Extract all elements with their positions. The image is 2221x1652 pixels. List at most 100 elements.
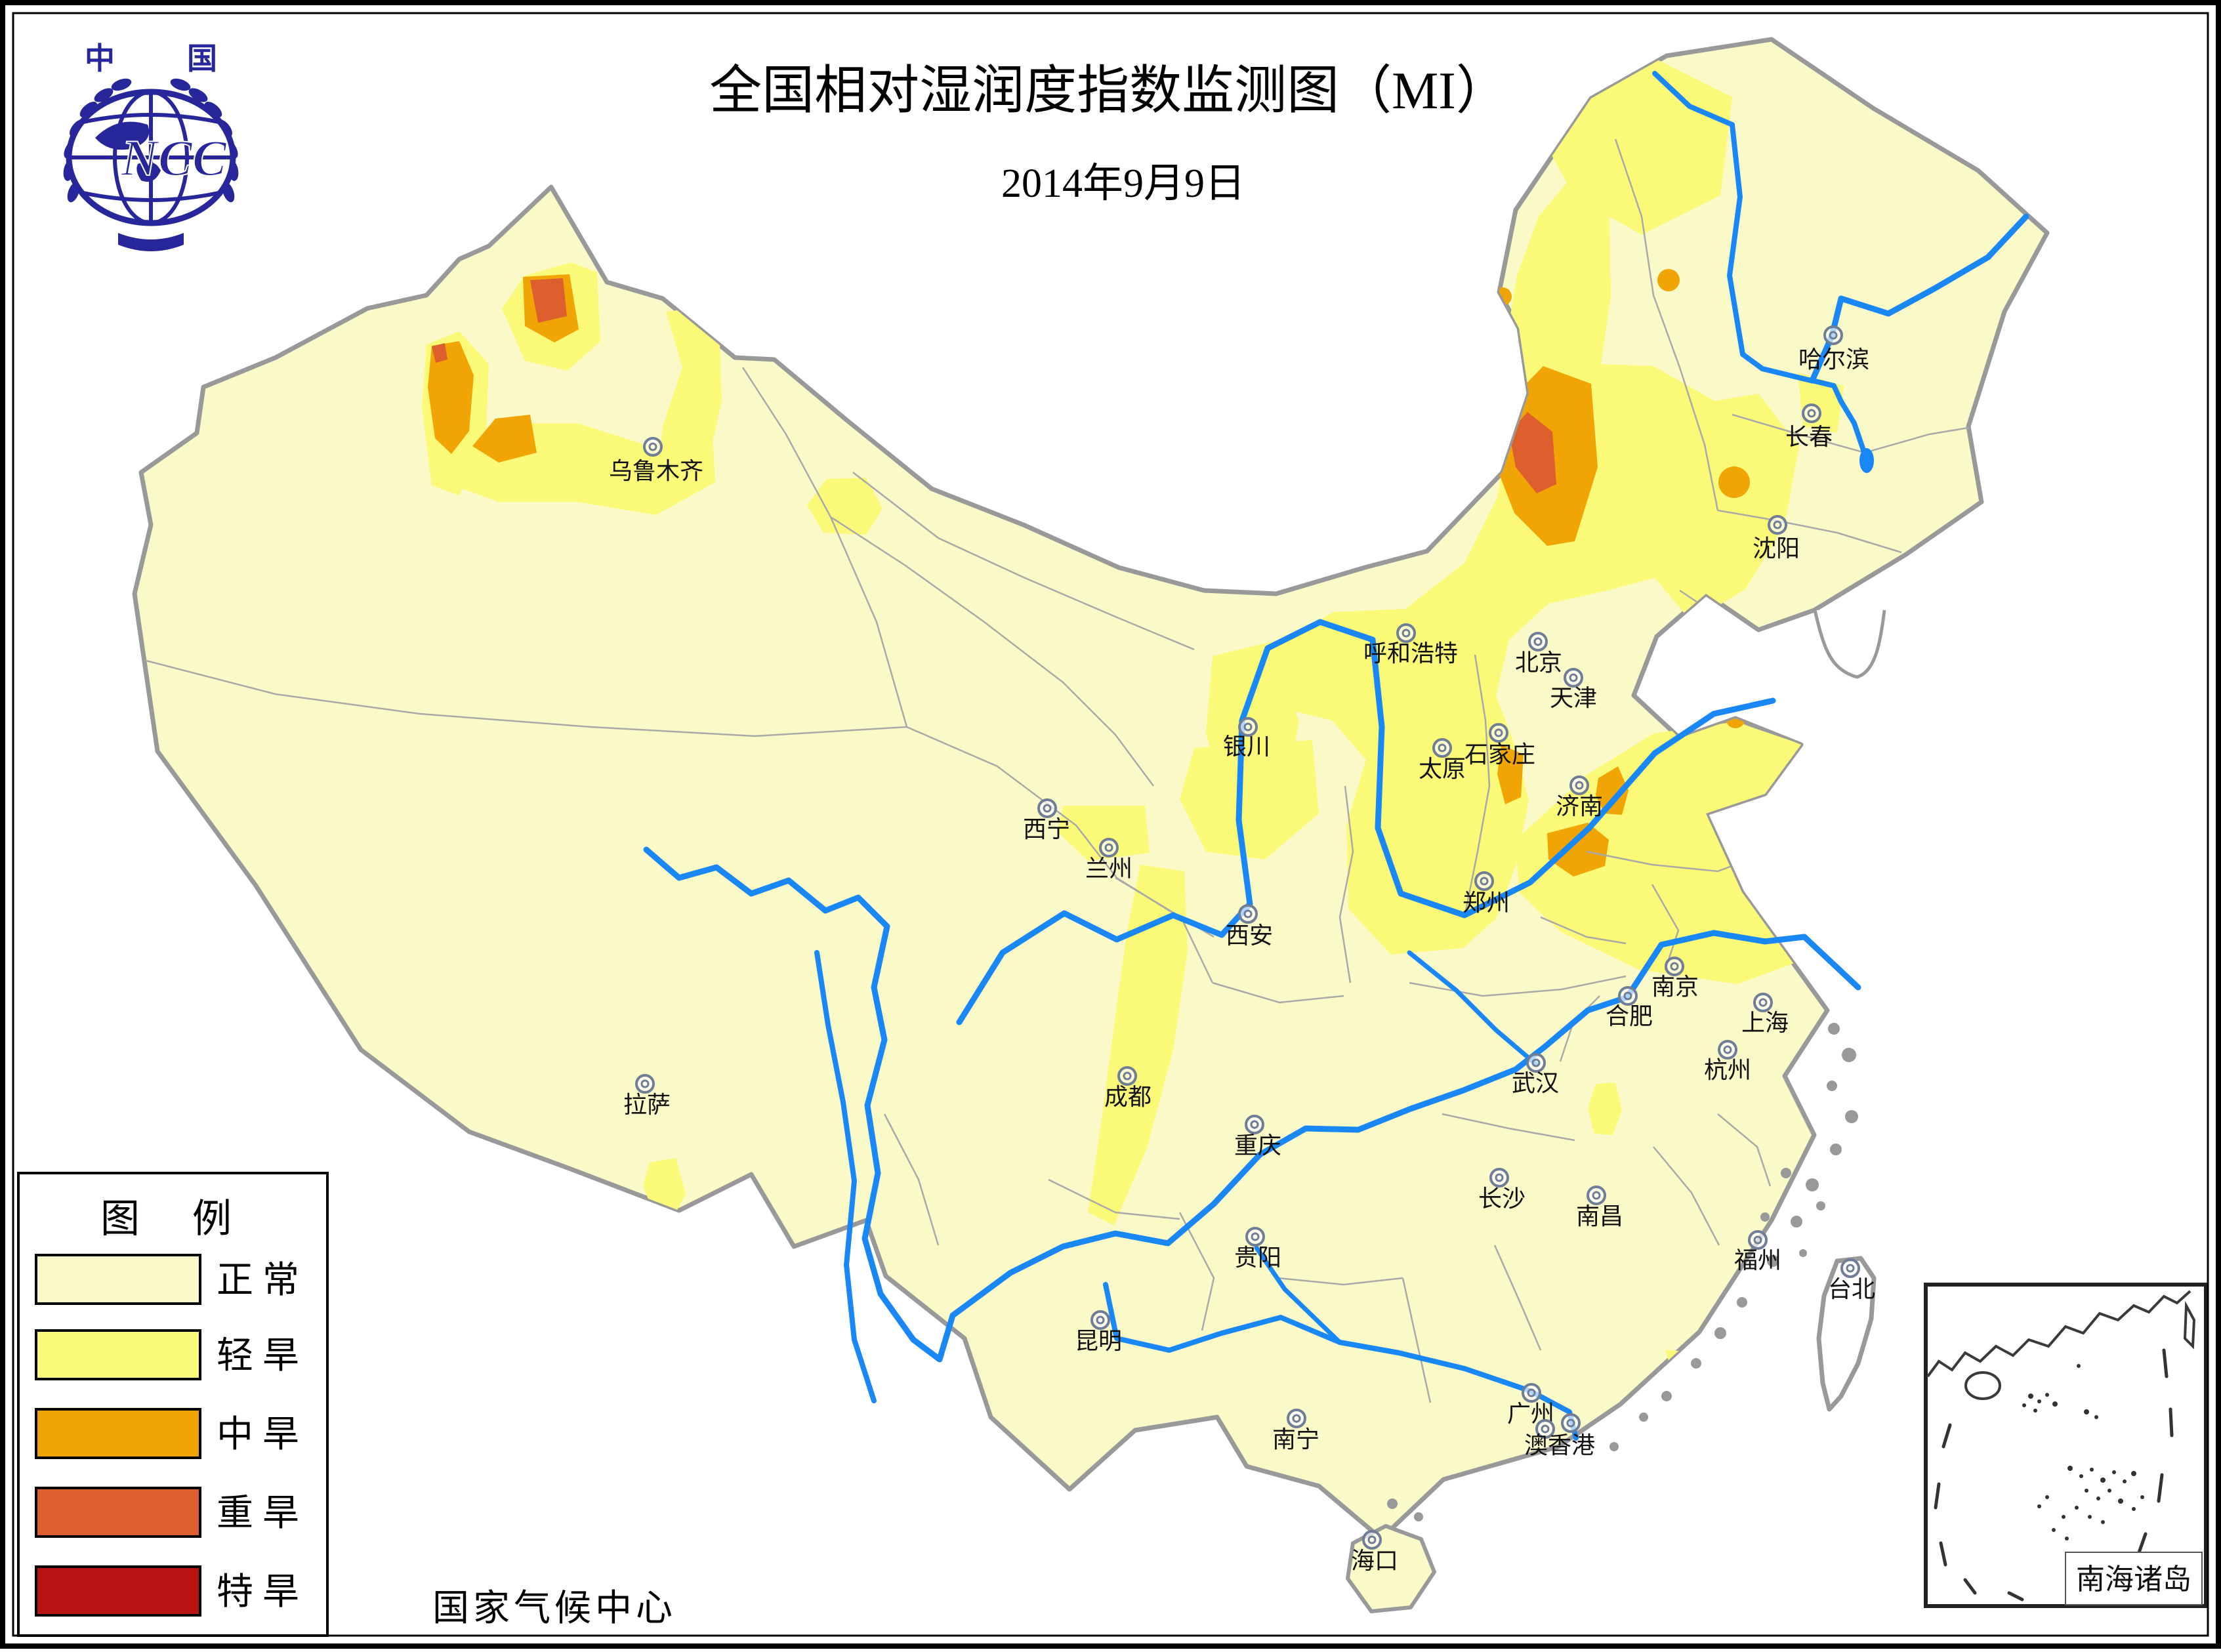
- inset-label: 南海诸岛: [2076, 1563, 2191, 1596]
- city-label: 西宁: [1023, 816, 1070, 842]
- pearl-river-tributary: [1254, 1245, 1342, 1345]
- nen-river: [1652, 71, 1814, 383]
- city-武汉: 武汉: [1512, 1053, 1559, 1096]
- city-label: 天津: [1550, 685, 1597, 711]
- logo-char-right: 国: [187, 42, 217, 75]
- city-太原: 太原: [1419, 738, 1466, 782]
- map-date: 2014年9月9日: [1001, 161, 1245, 206]
- city-label: 贵阳: [1234, 1245, 1281, 1271]
- city-label: 成都: [1104, 1084, 1152, 1110]
- city-沈阳: 沈阳: [1753, 515, 1800, 562]
- korea-coastline: [1813, 609, 1886, 679]
- city-label: 南昌: [1576, 1203, 1623, 1229]
- city-澳香港: 澳香港: [1524, 1413, 1595, 1458]
- city-marker-outer: [1396, 623, 1416, 643]
- city-南宁: 南宁: [1272, 1409, 1319, 1453]
- city-marker-inner: [1575, 781, 1584, 790]
- city-marker-outer: [1665, 957, 1684, 976]
- city-marker-outer: [1489, 723, 1508, 743]
- city-label: 银川: [1223, 733, 1270, 760]
- city-marker-inner: [1592, 1191, 1601, 1200]
- songhua-lake: [1859, 448, 1874, 473]
- neighbor-coasts: [1387, 609, 1886, 1521]
- city-marker-inner: [1670, 962, 1679, 971]
- city-marker-inner: [1846, 1264, 1855, 1273]
- city-label: 长春: [1785, 424, 1833, 450]
- city-marker-outer: [1802, 403, 1821, 423]
- city-marker-inner: [1527, 1388, 1536, 1397]
- city-marker-outer: [1362, 1530, 1382, 1550]
- city-label: 哈尔滨: [1798, 346, 1869, 373]
- city-兰州: 兰州: [1085, 838, 1132, 882]
- city-label: 太原: [1419, 756, 1466, 782]
- legend-label-normal: 正常: [217, 1260, 308, 1301]
- city-marker-outer: [1245, 1227, 1265, 1247]
- legend-swatch-light: [35, 1329, 201, 1380]
- city-marker-inner: [1043, 804, 1052, 813]
- songhua-river-upper: [1810, 378, 1867, 457]
- city-marker-inner: [1250, 1120, 1259, 1129]
- coastal-islands: [1387, 1023, 1858, 1521]
- city-marker-outer: [1823, 325, 1843, 345]
- city-label: 台北: [1828, 1276, 1875, 1302]
- inner-frame: [12, 12, 2209, 1637]
- legend-box: [17, 1172, 329, 1637]
- city-label: 福州: [1734, 1247, 1781, 1273]
- city-label: 南宁: [1272, 1426, 1319, 1453]
- city-台北: 台北: [1828, 1258, 1875, 1302]
- city-marker-outer: [1432, 738, 1452, 758]
- city-marker-inner: [640, 1079, 650, 1088]
- credit-text: 国家气候中心: [432, 1588, 676, 1629]
- legend-item-extreme: 特旱: [35, 1565, 299, 1617]
- city-哈尔滨: 哈尔滨: [1798, 325, 1869, 373]
- legend-label-severe: 重旱: [217, 1493, 308, 1534]
- city-marker-inner: [1292, 1414, 1301, 1423]
- city-marker-outer: [1489, 1168, 1509, 1187]
- city-marker-inner: [1773, 520, 1782, 529]
- south-china-sea-inset: 南海诸岛: [1924, 1283, 2208, 1608]
- city-label: 上海: [1741, 1010, 1789, 1036]
- city-marker-outer: [1753, 993, 1773, 1012]
- city-marker-outer: [1748, 1230, 1768, 1250]
- legend-title: 图 例: [100, 1197, 238, 1241]
- city-marker-outer: [1099, 838, 1119, 857]
- city-marker-inner: [1104, 843, 1113, 852]
- city-合肥: 合肥: [1606, 986, 1653, 1029]
- city-marker-outer: [1561, 1413, 1581, 1433]
- city-marker-inner: [1541, 1424, 1550, 1434]
- city-天津: 天津: [1550, 668, 1597, 711]
- city-label: 北京: [1515, 650, 1562, 676]
- city-marker-outer: [1564, 668, 1583, 688]
- city-label: 呼和浩特: [1363, 640, 1458, 667]
- city-marker-inner: [648, 442, 657, 451]
- city-上海: 上海: [1741, 993, 1789, 1036]
- city-label: 海口: [1351, 1548, 1398, 1574]
- city-marker-outer: [1522, 1383, 1541, 1403]
- city-label: 武汉: [1512, 1070, 1559, 1096]
- city-label: 杭州: [1704, 1057, 1751, 1083]
- logo-continent: [95, 121, 161, 182]
- city-label: 石家庄: [1464, 741, 1535, 768]
- ncc-logo: NCC 中 国: [63, 42, 239, 251]
- city-label: 南京: [1651, 974, 1699, 1000]
- city-西安: 西安: [1226, 904, 1273, 949]
- city-marker-outer: [1528, 632, 1548, 651]
- city-marker-inner: [1569, 673, 1578, 682]
- yellow-river: [956, 619, 1776, 1025]
- city-marker-inner: [1566, 1418, 1575, 1428]
- city-marker-outer: [643, 437, 663, 457]
- city-marker-inner: [1533, 637, 1543, 646]
- city-marker-outer: [1618, 986, 1638, 1006]
- city-marker-inner: [1758, 998, 1768, 1007]
- city-乌鲁木齐: 乌鲁木齐: [609, 437, 703, 484]
- city-label: 重庆: [1234, 1132, 1281, 1159]
- city-marker-outer: [1840, 1258, 1860, 1278]
- city-长沙: 长沙: [1478, 1168, 1526, 1212]
- city-成都: 成都: [1104, 1066, 1152, 1110]
- city-label: 西安: [1226, 922, 1273, 949]
- city-label: 郑州: [1463, 890, 1510, 916]
- city-marker-outer: [1090, 1310, 1110, 1330]
